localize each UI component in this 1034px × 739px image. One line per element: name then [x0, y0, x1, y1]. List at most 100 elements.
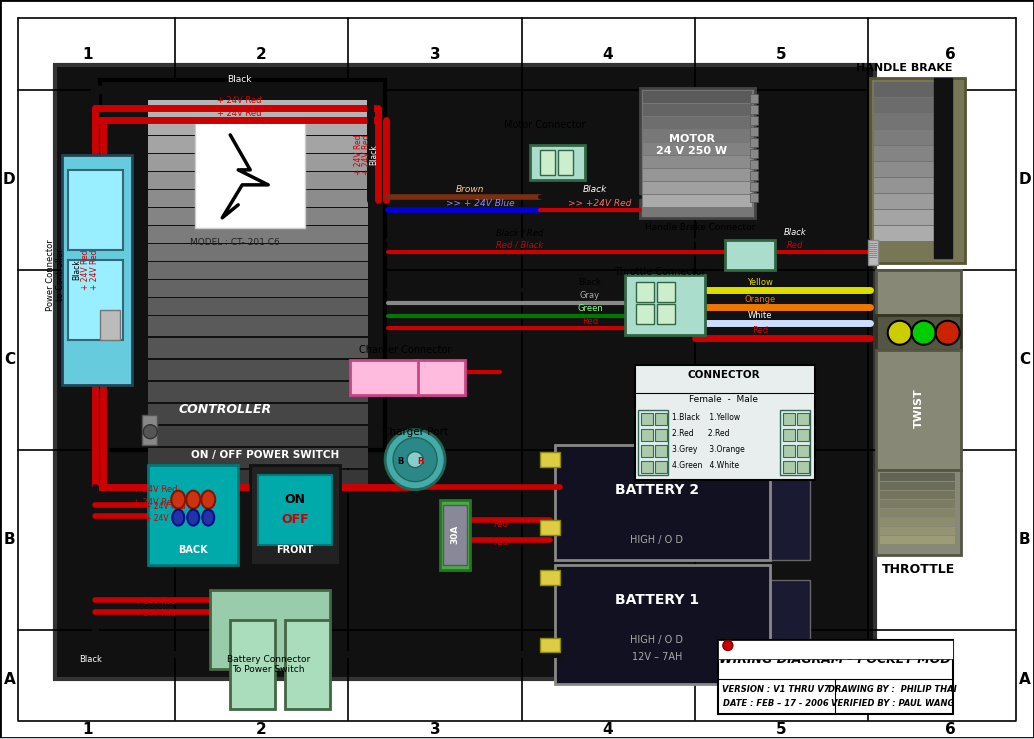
Text: C: C: [4, 353, 14, 367]
Text: 4.Green   4.White: 4.Green 4.White: [672, 461, 739, 470]
Text: Red / Black: Red / Black: [496, 240, 544, 249]
Bar: [530, 145, 585, 180]
Bar: [769, 579, 810, 684]
Bar: [148, 470, 368, 490]
Bar: [783, 445, 795, 457]
Text: BATTERY 1: BATTERY 1: [615, 593, 699, 607]
Bar: [638, 409, 668, 474]
Text: B: B: [1018, 532, 1031, 547]
Bar: [718, 639, 952, 659]
Bar: [750, 138, 758, 147]
Bar: [643, 143, 752, 155]
Bar: [750, 182, 758, 191]
Text: D: D: [3, 172, 16, 188]
Text: CONTROLLER: CONTROLLER: [179, 403, 272, 416]
Text: >> +24V Red: >> +24V Red: [569, 200, 632, 208]
Bar: [148, 426, 368, 446]
Bar: [876, 315, 961, 350]
Bar: [415, 360, 465, 395]
Bar: [874, 226, 948, 241]
Text: HIGH / O D: HIGH / O D: [631, 635, 683, 644]
Bar: [797, 412, 809, 425]
Bar: [56, 65, 875, 679]
Bar: [635, 365, 815, 480]
Bar: [880, 482, 954, 490]
Circle shape: [393, 437, 437, 482]
Bar: [148, 244, 368, 261]
Text: BATTERY 2: BATTERY 2: [615, 483, 699, 497]
Bar: [869, 255, 877, 256]
Text: C: C: [1020, 353, 1030, 367]
Bar: [869, 251, 877, 252]
Bar: [780, 409, 810, 474]
Text: Handle Brake Connector: Handle Brake Connector: [644, 223, 755, 232]
Text: Charger Connector: Charger Connector: [359, 344, 451, 355]
Bar: [148, 382, 368, 402]
Text: + 24V Red: + 24V Red: [217, 109, 262, 118]
Bar: [797, 429, 809, 440]
Bar: [643, 169, 752, 181]
Bar: [148, 360, 368, 380]
Bar: [876, 470, 961, 554]
Bar: [643, 182, 752, 194]
Bar: [874, 162, 948, 177]
Bar: [874, 146, 948, 161]
Text: + 24V Red: + 24V Red: [362, 134, 370, 175]
Bar: [558, 150, 573, 175]
Bar: [869, 249, 877, 250]
Text: 4: 4: [603, 47, 613, 63]
Bar: [148, 338, 368, 358]
Text: 2: 2: [255, 47, 267, 63]
Text: + 24V Red: + 24V Red: [81, 250, 90, 290]
Ellipse shape: [172, 491, 185, 508]
Bar: [797, 445, 809, 457]
Bar: [148, 172, 368, 189]
Text: THROTTLE: THROTTLE: [882, 563, 955, 576]
Bar: [540, 520, 560, 534]
Bar: [643, 130, 752, 142]
Bar: [874, 210, 948, 225]
Bar: [657, 304, 675, 324]
Bar: [750, 127, 758, 136]
Bar: [148, 298, 368, 315]
Text: VERIFIED BY : PAUL WANG: VERIFIED BY : PAUL WANG: [831, 699, 954, 708]
Bar: [869, 245, 877, 246]
Ellipse shape: [202, 491, 215, 508]
Bar: [148, 190, 368, 207]
Text: D: D: [1018, 172, 1031, 188]
Text: 5: 5: [776, 722, 786, 737]
Text: 5: 5: [776, 47, 786, 63]
Text: Yellow: Yellow: [747, 279, 772, 287]
Text: Green: Green: [577, 304, 603, 313]
Bar: [876, 270, 961, 315]
Bar: [100, 310, 120, 340]
Bar: [718, 639, 952, 715]
Text: >> + 24V Blue: >> + 24V Blue: [446, 200, 514, 208]
Bar: [750, 116, 758, 125]
Bar: [148, 136, 368, 153]
Text: Charger Port: Charger Port: [383, 426, 448, 437]
Bar: [868, 240, 878, 265]
Bar: [750, 193, 758, 202]
Bar: [880, 527, 954, 534]
Bar: [880, 517, 954, 525]
Text: + 24V Red: + 24V Red: [217, 96, 262, 106]
Bar: [769, 460, 810, 559]
Bar: [869, 243, 877, 244]
Bar: [148, 465, 238, 565]
Text: 6: 6: [945, 47, 956, 63]
Text: + 24V Red: + 24V Red: [133, 498, 178, 507]
Bar: [725, 240, 774, 270]
Bar: [636, 304, 653, 324]
Bar: [440, 500, 470, 570]
Text: Black / Red: Black / Red: [496, 228, 544, 237]
Text: DATE : FEB – 17 - 2006: DATE : FEB – 17 - 2006: [723, 699, 828, 708]
Bar: [641, 445, 652, 457]
Text: 3: 3: [430, 722, 440, 737]
Bar: [148, 226, 368, 243]
Text: Red: Red: [787, 242, 803, 251]
Text: B: B: [3, 532, 16, 547]
Bar: [643, 195, 752, 207]
Bar: [68, 170, 123, 250]
Bar: [68, 260, 123, 340]
